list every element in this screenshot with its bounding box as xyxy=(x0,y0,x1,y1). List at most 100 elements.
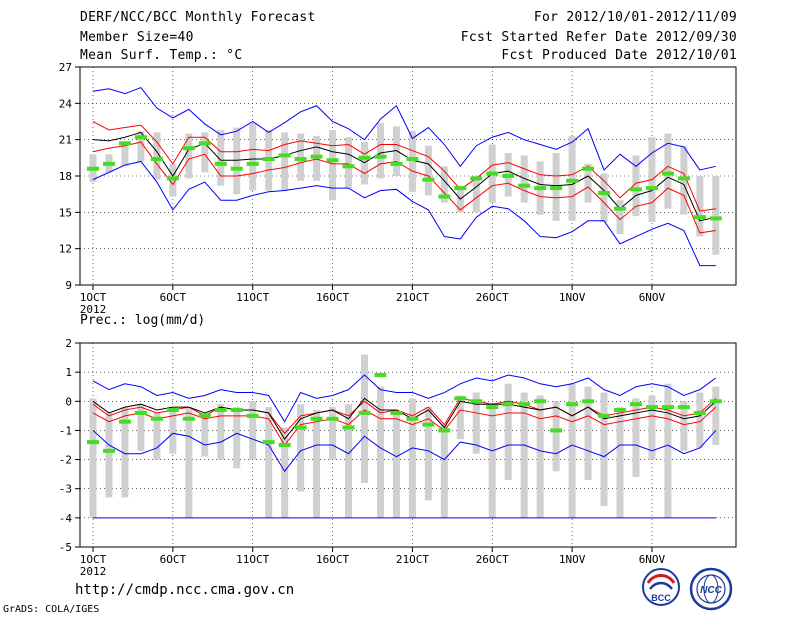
bcc-logo-text: BCC xyxy=(651,593,671,603)
range-box xyxy=(712,176,720,255)
range-box xyxy=(600,173,608,223)
forecast-marker xyxy=(374,154,387,159)
range-box xyxy=(440,166,448,203)
x-tick-label: 1OCT xyxy=(80,553,107,566)
forecast-marker xyxy=(182,146,195,151)
forecast-marker xyxy=(518,402,531,407)
forecast-marker xyxy=(262,440,275,445)
forecast-marker xyxy=(422,177,435,182)
x-tick-label: 6NOV xyxy=(639,553,666,566)
y-tick-label: 21 xyxy=(59,134,72,147)
x-tick-label: 21OCT xyxy=(396,291,429,304)
range-box xyxy=(201,132,209,173)
forecast-marker xyxy=(582,399,595,404)
range-box xyxy=(424,145,432,196)
forecast-period: For 2012/10/01-2012/11/09 xyxy=(533,10,737,25)
forecast-marker xyxy=(390,410,403,415)
range-box xyxy=(105,412,113,498)
forecast-marker xyxy=(598,413,611,418)
forecast-marker xyxy=(677,176,690,181)
range-box xyxy=(536,395,544,518)
forecast-marker xyxy=(566,178,579,183)
series-line-mean xyxy=(92,397,717,441)
range-box xyxy=(313,410,321,518)
forecast-marker xyxy=(278,443,291,447)
forecast-marker xyxy=(166,408,179,413)
ncc-logo-text: NCC xyxy=(700,585,722,596)
forecast-marker xyxy=(566,402,579,407)
series-line-min xyxy=(92,160,716,267)
range-box xyxy=(169,407,177,454)
chart-panel-1: 9 12 15 18 21 24 27 1OCT 6OCT 11OCT 16OCT 21OCT 26OC… xyxy=(59,61,737,316)
range-box xyxy=(345,137,353,189)
range-box xyxy=(185,133,193,179)
forecast-marker xyxy=(214,161,227,166)
range-box xyxy=(153,412,161,460)
forecast-marker xyxy=(326,416,339,421)
range-box xyxy=(600,392,608,507)
forecast-marker xyxy=(310,416,323,421)
range-box xyxy=(472,392,480,454)
range-box xyxy=(233,127,241,195)
series-line-mean xyxy=(92,131,716,222)
source-url[interactable]: http://cmdp.ncc.cma.gov.cn xyxy=(75,582,295,598)
y-tick-label: 15 xyxy=(59,206,72,219)
forecast-marker xyxy=(550,186,563,191)
range-box xyxy=(217,129,225,186)
x-tick-label: 26OCT xyxy=(476,291,509,304)
forecast-marker xyxy=(390,161,403,166)
forecast-marker xyxy=(134,410,147,415)
range-box xyxy=(137,404,145,451)
range-box xyxy=(201,412,209,457)
forecast-marker xyxy=(502,174,515,178)
grads-credit: GrADS: COLA/IGES xyxy=(3,604,100,615)
range-box xyxy=(392,412,400,518)
range-box xyxy=(408,398,416,518)
series-line-upper xyxy=(92,121,716,212)
forecast-marker xyxy=(406,157,419,162)
range-box xyxy=(185,407,193,518)
range-box xyxy=(520,392,528,518)
x-tick-label: 6OCT xyxy=(160,553,187,566)
forecast-marker xyxy=(230,166,243,171)
forecast-marker xyxy=(438,194,451,199)
y-tick-label: 1 xyxy=(65,366,72,379)
range-box xyxy=(265,407,273,518)
forecast-produced: Fcst Produced Date 2012/10/01 xyxy=(501,48,737,63)
forecast-marker xyxy=(182,416,195,421)
range-box xyxy=(584,163,592,203)
range-box xyxy=(376,386,384,518)
range-box xyxy=(297,404,305,492)
forecast-marker xyxy=(598,190,611,195)
forecast-marker xyxy=(709,216,722,221)
range-box xyxy=(392,126,400,176)
forecast-marker xyxy=(550,428,563,433)
forecast-marker xyxy=(454,396,467,401)
range-box xyxy=(329,407,337,460)
forecast-marker xyxy=(374,373,387,378)
range-box xyxy=(632,155,640,216)
forecast-marker xyxy=(629,187,642,192)
range-box xyxy=(137,131,145,162)
range-box xyxy=(616,200,624,235)
x-tick-label: 11OCT xyxy=(236,291,269,304)
forecast-marker xyxy=(518,183,531,188)
forecast-marker xyxy=(246,161,259,166)
forecast-marker xyxy=(358,410,371,415)
bcc-logo: BCC xyxy=(642,568,680,606)
range-box xyxy=(153,132,161,180)
ncc-logo: NCC xyxy=(689,567,733,611)
range-box xyxy=(568,136,576,221)
y-tick-label: 12 xyxy=(59,243,72,256)
range-box xyxy=(360,142,368,185)
forecast-marker xyxy=(198,141,211,146)
range-box xyxy=(360,354,368,483)
y-tick-label: 2 xyxy=(65,337,72,350)
forecast-marker xyxy=(502,402,515,407)
forecast-marker xyxy=(278,153,291,158)
forecast-marker xyxy=(422,422,435,427)
forecast-marker xyxy=(326,158,339,163)
y-tick-label: -3 xyxy=(59,483,72,496)
